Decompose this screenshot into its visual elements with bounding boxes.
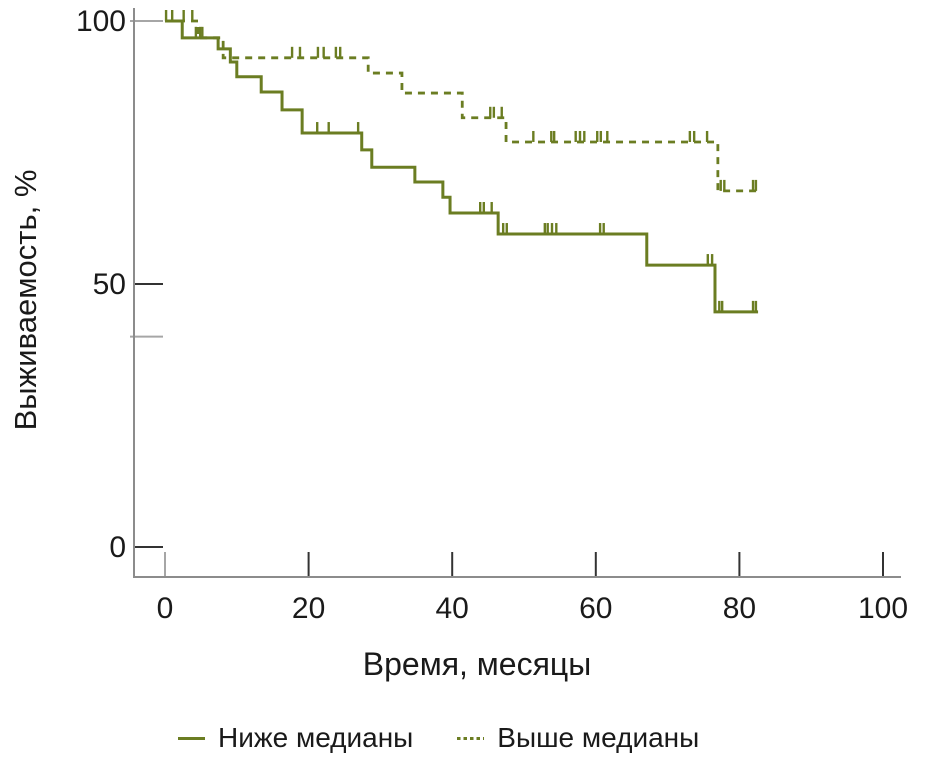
axes: [133, 8, 901, 578]
y-tick-label: 100: [76, 5, 126, 38]
legend: Ниже медианы Выше медианы: [178, 718, 878, 758]
x-tick-label: 40: [436, 592, 469, 625]
x-tick-label: 20: [292, 592, 325, 625]
x-axis-title: Время, месяцы: [362, 646, 592, 682]
legend-label-above-median: Выше медианы: [497, 722, 700, 753]
legend-label-below-median: Ниже медианы: [218, 722, 414, 753]
y-axis-title: Выживаемость, %: [8, 169, 43, 431]
legend-item-below-median: Ниже медианы: [178, 722, 413, 754]
x-tick-label: 0: [157, 592, 174, 625]
y-tick-label: 50: [93, 268, 126, 301]
legend-item-above-median: Выше медианы: [457, 722, 699, 754]
survival-curve-below-median: [165, 19, 759, 314]
x-tick-label: 60: [579, 592, 612, 625]
solid-line-swatch: [178, 736, 205, 740]
x-tick-label: 100: [858, 592, 908, 625]
survival-curve-above-median: [165, 19, 759, 193]
x-tick-label: 80: [723, 592, 756, 625]
dashed-line-swatch: [457, 736, 485, 740]
y-tick-label: 0: [109, 531, 126, 564]
